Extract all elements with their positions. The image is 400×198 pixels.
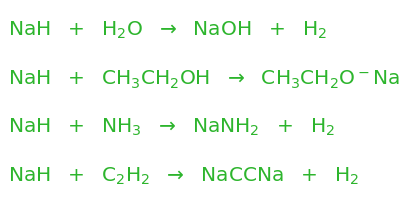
Text: $\mathregular{NaH\ \ +\ \ CH_3CH_2OH\ \ \rightarrow\ \ CH_3CH_2O^-Na^+\ \ +\ \ H: $\mathregular{NaH\ \ +\ \ CH_3CH_2OH\ \ … — [8, 67, 400, 91]
Text: $\mathregular{NaH\ \ +\ \ C_2H_2\ \ \rightarrow\ \ NaCCNa\ \ +\ \ H_2}$: $\mathregular{NaH\ \ +\ \ C_2H_2\ \ \rig… — [8, 166, 359, 188]
Text: $\mathregular{NaH\ \ +\ \ NH_3\ \ \rightarrow\ \ NaNH_2\ \ +\ \ H_2}$: $\mathregular{NaH\ \ +\ \ NH_3\ \ \right… — [8, 117, 335, 138]
Text: $\mathregular{NaH\ \ +\ \ H_2O\ \ \rightarrow\ \ NaOH\ \ +\ \ H_2}$: $\mathregular{NaH\ \ +\ \ H_2O\ \ \right… — [8, 20, 327, 41]
